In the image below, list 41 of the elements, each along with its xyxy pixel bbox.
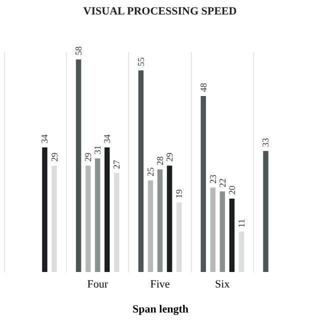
x-tick-label: Four [87, 278, 108, 290]
data-label: 29 [49, 152, 60, 162]
x-axis-title: Span length [132, 304, 188, 316]
data-label: 29 [83, 152, 94, 162]
data-label: 19 [174, 188, 184, 198]
bar [263, 151, 268, 272]
chart-title: VISUAL PROCESSING SPEED [83, 5, 237, 18]
data-label: 34 [102, 134, 112, 144]
data-label: 23 [208, 174, 218, 184]
data-label: 29 [164, 152, 175, 162]
data-label: 33 [260, 138, 271, 147]
bar [148, 180, 154, 272]
data-label: 11 [236, 218, 246, 228]
data-label: 55 [136, 56, 146, 66]
bar [42, 147, 48, 272]
bar [220, 191, 226, 272]
data-label: 34 [40, 134, 50, 144]
bar [76, 59, 82, 272]
bar [210, 188, 216, 272]
bar [138, 70, 144, 272]
x-tick-label: Six [215, 278, 230, 290]
bar [200, 96, 206, 272]
bar [52, 166, 57, 272]
bar [104, 147, 110, 272]
data-label: 20 [226, 185, 237, 195]
x-tick-label: Five [150, 278, 170, 290]
data-label: 31 [92, 145, 103, 154]
bar [157, 169, 163, 272]
data-label: 22 [217, 178, 228, 188]
data-label: 58 [74, 46, 84, 56]
bar [94, 158, 100, 272]
bar [238, 232, 244, 272]
data-label: 27 [112, 160, 122, 169]
bar [114, 173, 120, 272]
data-label: 25 [145, 166, 156, 176]
bar [166, 166, 172, 272]
data-label: 28 [155, 156, 165, 166]
data-label: 48 [198, 82, 208, 92]
bar [85, 166, 91, 272]
bar [176, 202, 182, 272]
bar [229, 198, 235, 272]
